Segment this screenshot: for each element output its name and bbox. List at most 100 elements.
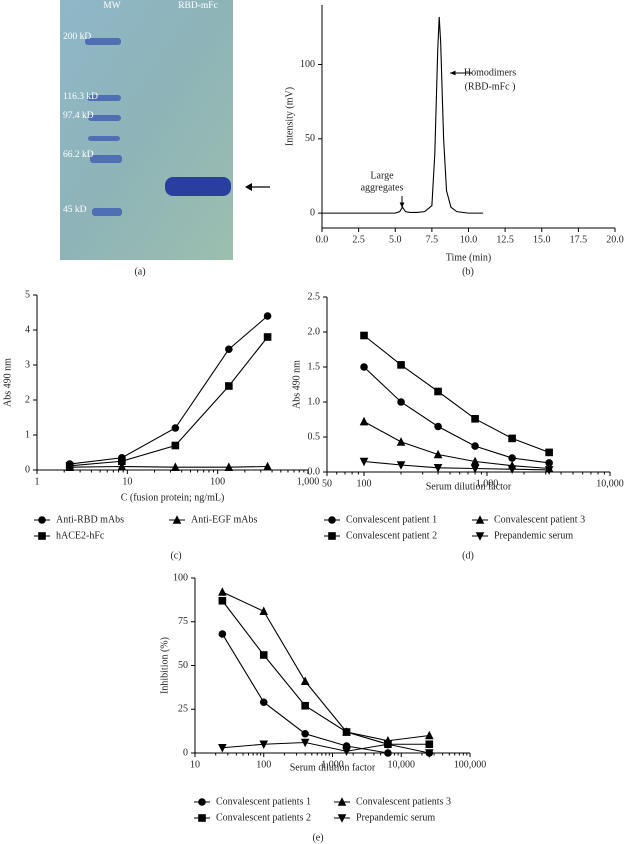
x-axis-title: C (fusion protein; ng/mL) bbox=[121, 492, 225, 503]
x-tick-label: 50 bbox=[322, 478, 332, 489]
marker bbox=[300, 676, 310, 686]
marker bbox=[218, 630, 227, 638]
marker bbox=[507, 465, 517, 474]
marker-label: 116.3 kD bbox=[63, 92, 98, 102]
marker bbox=[172, 515, 182, 524]
marker bbox=[224, 462, 234, 471]
series-line bbox=[221, 633, 430, 754]
marker bbox=[263, 333, 272, 341]
y-tick-label: 0 bbox=[183, 747, 188, 758]
lane-label: MW bbox=[103, 1, 120, 11]
marker bbox=[118, 457, 126, 466]
series-line bbox=[363, 460, 550, 471]
marker bbox=[198, 814, 206, 822]
lane-label: RBD-mFc bbox=[178, 1, 218, 11]
x-axis-title: Serum dilution factor bbox=[426, 481, 512, 492]
x-tick-label: 7.5 bbox=[426, 234, 439, 245]
marker bbox=[171, 424, 180, 432]
series-line bbox=[69, 336, 269, 467]
marker-label: 200 kD bbox=[63, 32, 91, 42]
marker bbox=[359, 416, 369, 426]
marker bbox=[259, 740, 269, 750]
y-tick-label: 0 bbox=[25, 464, 30, 475]
marker bbox=[359, 457, 369, 467]
marker bbox=[470, 456, 480, 466]
x-tick-label: 5.0 bbox=[389, 234, 402, 245]
y-tick-label: 100 bbox=[173, 572, 188, 583]
marker bbox=[508, 434, 516, 443]
marker bbox=[301, 701, 309, 710]
arrow-head bbox=[450, 70, 456, 76]
x-tick-label: 10 bbox=[190, 759, 200, 770]
x-tick-label: 1,000 bbox=[297, 476, 320, 487]
ladder-bands bbox=[85, 38, 122, 216]
marker-label: 97.4 kD bbox=[63, 111, 94, 121]
y-tick-label: 0.0 bbox=[308, 466, 321, 477]
y-tick-label: 1.0 bbox=[308, 396, 321, 407]
panel-label: (b) bbox=[462, 266, 474, 277]
y-axis-title: Abs 490 nm bbox=[2, 358, 13, 407]
marker bbox=[545, 459, 553, 467]
marker bbox=[384, 749, 392, 757]
marker bbox=[342, 727, 351, 736]
y-axis-title: Intensity (mV) bbox=[284, 87, 295, 146]
marker bbox=[425, 749, 434, 758]
series-line bbox=[363, 366, 550, 464]
legend-label: Prepandemic serum bbox=[494, 530, 573, 541]
marker bbox=[433, 449, 443, 459]
marker bbox=[471, 442, 479, 450]
marker bbox=[508, 454, 516, 462]
marker bbox=[396, 437, 406, 446]
marker bbox=[259, 651, 268, 659]
marker bbox=[383, 740, 393, 750]
marker bbox=[434, 422, 442, 431]
gel-panel: MW RBD-mFc 200 kD 116.3 kD 97.4 kD 66.2 … bbox=[60, 0, 270, 277]
marker bbox=[300, 738, 310, 748]
y-tick-label: 50 bbox=[305, 133, 315, 144]
marker bbox=[544, 466, 554, 475]
x-tick-label: 17.5 bbox=[570, 234, 588, 245]
marker bbox=[475, 532, 485, 541]
x-tick-label: 10,000 bbox=[596, 478, 624, 489]
y-tick-label: 75 bbox=[178, 616, 188, 627]
marker bbox=[328, 516, 336, 524]
panel-label: (a) bbox=[134, 266, 145, 277]
marker bbox=[470, 464, 480, 474]
marker bbox=[425, 730, 434, 740]
x-tick-label: 100 bbox=[210, 476, 225, 487]
marker bbox=[218, 587, 227, 596]
marker bbox=[38, 532, 46, 540]
marker bbox=[397, 361, 405, 369]
marker bbox=[360, 363, 368, 371]
annotation: aggregates bbox=[361, 182, 404, 193]
arrow-head bbox=[245, 183, 252, 191]
legend-label: Convalescent patients 1 bbox=[216, 796, 311, 807]
x-tick-label: 1,000 bbox=[476, 478, 499, 489]
legend-label: hACE2-hFc bbox=[56, 530, 105, 541]
series-line bbox=[363, 421, 550, 470]
marker-label: 45 kD bbox=[63, 205, 87, 215]
x-tick-label: 12.5 bbox=[496, 234, 514, 245]
legend-label: Prepandemic serum bbox=[356, 812, 435, 823]
y-tick-label: 25 bbox=[178, 704, 188, 715]
marker bbox=[434, 387, 442, 396]
y-tick-label: 100 bbox=[300, 59, 315, 70]
marker bbox=[171, 462, 180, 471]
panel-label: (d) bbox=[462, 550, 474, 561]
y-tick-label: 3 bbox=[25, 359, 30, 370]
x-tick-label: 15.0 bbox=[533, 234, 551, 245]
marker bbox=[218, 743, 227, 753]
marker bbox=[397, 398, 405, 406]
legend-label: Convalescent patient 3 bbox=[494, 514, 585, 525]
y-tick-label: 2 bbox=[25, 394, 30, 405]
y-tick-label: 2.5 bbox=[308, 291, 321, 302]
panel-label: (e) bbox=[312, 832, 323, 843]
marker bbox=[433, 464, 443, 473]
marker bbox=[117, 461, 127, 471]
y-tick-label: 4 bbox=[25, 324, 30, 335]
y-tick-label: 5 bbox=[25, 289, 30, 300]
marker bbox=[218, 596, 227, 605]
marker bbox=[475, 515, 485, 524]
